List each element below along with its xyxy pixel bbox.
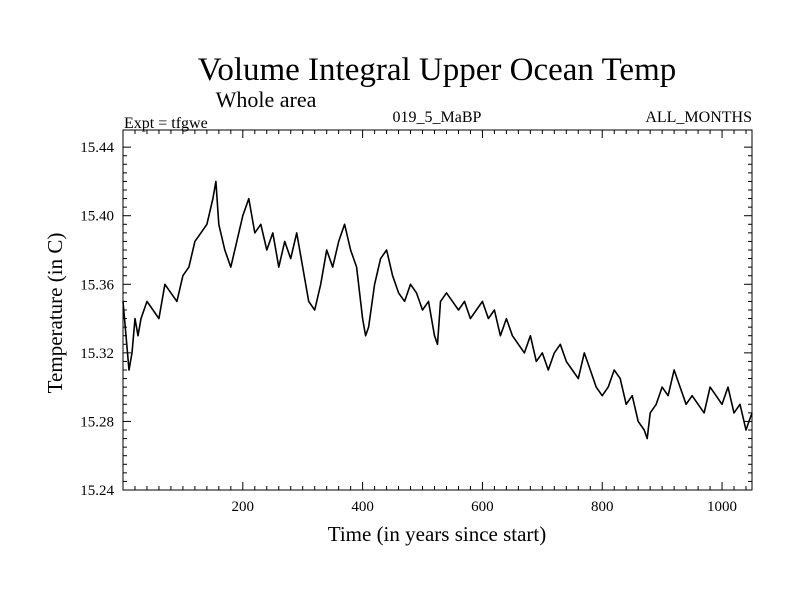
x-tick-label: 200 bbox=[232, 499, 255, 515]
y-tick-label: 15.32 bbox=[80, 346, 114, 362]
y-tick-label: 15.44 bbox=[80, 140, 114, 156]
x-tick-label: 1000 bbox=[707, 499, 737, 515]
plot-area: 200 400 600 800 1000 15.24 15.28 15.32 15.36 15.4… bbox=[80, 129, 753, 515]
y-tick-label: 15.24 bbox=[80, 483, 114, 499]
months-annotation: ALL_MONTHS bbox=[645, 109, 752, 126]
series-line bbox=[122, 180, 753, 440]
y-tick-label: 15.36 bbox=[80, 277, 114, 293]
x-tick-label: 600 bbox=[471, 499, 494, 515]
y-tick-label: 15.28 bbox=[80, 414, 114, 430]
plot-frame bbox=[122, 129, 753, 491]
x-tick-label: 800 bbox=[591, 499, 614, 515]
period-annotation: 019_5_MaBP bbox=[393, 109, 482, 126]
x-tick-label: 400 bbox=[351, 499, 374, 515]
y-axis-label: Temperature (in C) bbox=[43, 233, 67, 394]
chart-title: Volume Integral Upper Ocean Temp bbox=[198, 52, 676, 88]
y-tick-label: 15.40 bbox=[80, 209, 114, 225]
chart-subtitle: Whole area bbox=[216, 87, 317, 112]
experiment-annotation: Expt = tfgwe bbox=[124, 115, 208, 132]
x-axis-label: Time (in years since start) bbox=[328, 522, 547, 546]
